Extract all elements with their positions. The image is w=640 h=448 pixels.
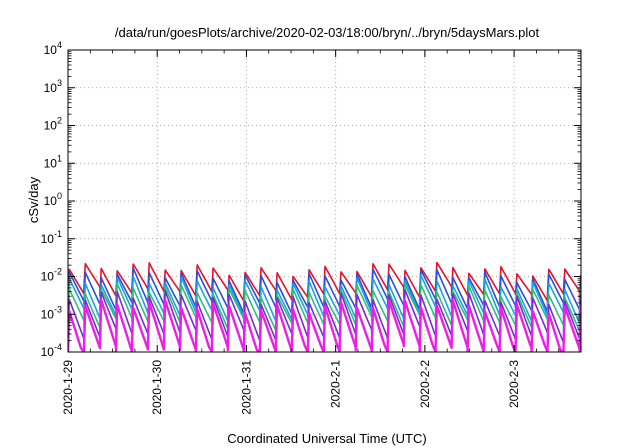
y-tick-label: 101 xyxy=(44,153,62,170)
x-axis-label: Coordinated Universal Time (UTC) xyxy=(227,431,426,446)
plot-border xyxy=(67,49,582,353)
y-tick-label: 102 xyxy=(44,116,62,133)
x-tick-label: 2020-2-2 xyxy=(418,360,432,408)
y-tick-label: 10-1 xyxy=(41,229,62,246)
x-tick-label: 2020-2-3 xyxy=(507,360,521,408)
series-group xyxy=(68,261,581,352)
x-tick-label: 2020-1-29 xyxy=(61,360,75,415)
y-axis-label: cSv/day xyxy=(26,176,41,223)
y-tick-label: 100 xyxy=(44,191,62,208)
y-tick-label: 10-4 xyxy=(41,342,62,359)
series-line xyxy=(68,298,581,352)
axes xyxy=(67,49,582,353)
x-tick-label: 2020-1-31 xyxy=(239,360,253,415)
x-tick-label: 2020-1-30 xyxy=(150,360,164,415)
chart-title: /data/run/goesPlots/archive/2020-02-03/1… xyxy=(115,25,540,40)
y-tick-label: 104 xyxy=(44,40,62,57)
y-tick-label: 10-2 xyxy=(41,267,62,284)
x-tick-labels: 2020-1-29 2020-1-30 2020-1-31 2020-2-1 2020-… xyxy=(61,360,521,415)
y-tick-label: 10-3 xyxy=(41,304,62,321)
y-tick-labels: 10-4 10-3 10-2 10-1 100 101 102 103 104 xyxy=(41,40,62,359)
y-tick-label: 103 xyxy=(44,78,62,95)
x-tick-label: 2020-2-1 xyxy=(329,360,343,408)
